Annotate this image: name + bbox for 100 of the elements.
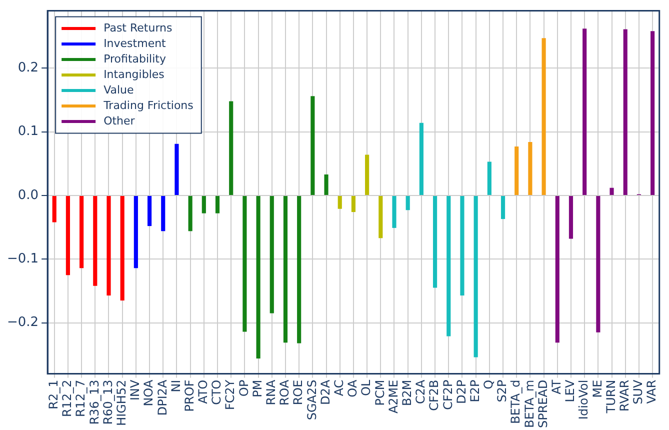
x-tick-label: AC [332,380,346,396]
x-tick-label: HIGH52 [114,380,128,426]
bar [215,196,220,214]
x-tick-label: B2M [400,380,414,406]
x-tick-label: SGA2S [304,380,319,420]
bar [528,142,532,195]
bar [134,196,138,268]
bar [338,196,342,209]
x-tick-label: C2A [414,379,428,404]
bar [568,196,574,239]
y-tick-label: −0.2 [6,315,39,330]
legend-label: Trading Frictions [102,98,194,112]
x-tick-label: E2P [468,380,482,402]
bar [650,31,655,195]
x-tick-label: BETA_m [522,380,536,428]
bar [446,196,451,336]
x-tick-label: AT [550,379,564,394]
bar [229,101,234,195]
bar [120,196,124,301]
x-tick-label: ATO [196,380,210,404]
bar [378,196,383,238]
legend-label: Intangibles [104,68,165,81]
x-tick-label: RVAR [617,380,632,412]
bar [188,196,192,232]
bar [487,162,492,195]
bar [106,196,111,296]
x-tick-label: OP [236,380,251,396]
y-tick-label: −0.1 [6,252,39,267]
x-tick-label: SPREAD [536,380,550,428]
x-tick-label: Q [482,380,496,390]
x-tick-label: IdioVol [576,380,591,420]
bar [596,196,600,332]
x-tick-label: ROA [278,378,292,406]
bar [242,196,247,332]
x-tick-label: CF2P [440,380,455,410]
x-tick-label: PROF [182,380,196,412]
x-tick-label: DPI2A [155,378,170,416]
bar [460,196,464,296]
legend-label: Other [104,114,136,128]
x-tick-label: OA [346,378,360,398]
x-tick-label: R36_13 [87,380,102,425]
x-tick-label: D2A [318,378,332,405]
bar [623,29,628,195]
bar [147,196,152,226]
bar [392,196,396,228]
x-tick-label: PM [250,380,264,398]
x-tick-label: R12_2 [60,380,74,418]
x-tick-label: ME [590,380,604,398]
x-tick-label: SUV [631,378,646,404]
x-tick-label: ROE [291,380,306,406]
bar [80,196,84,268]
x-tick-label: BETA_d [508,380,523,424]
x-tick-label: R2_1 [46,380,60,410]
legend-label: Investment [104,36,167,50]
bar [514,146,519,195]
bar [555,196,560,343]
bar [66,196,70,276]
bar [161,196,166,232]
x-tick-label: LEV [563,378,578,402]
bar [351,196,356,212]
x-tick-label: R60_13 [100,380,115,425]
x-tick-label: R12_7 [74,380,88,418]
x-tick-label: A2ME [386,380,400,414]
bar [406,196,410,210]
legend-label: Past Returns [104,21,172,34]
legend-label: Value [104,83,134,96]
y-tick-label: 0.1 [18,124,39,140]
bar [432,196,438,288]
y-tick-label: 0.2 [18,60,39,76]
bar [324,174,328,195]
bar [365,154,370,195]
bar [310,96,315,195]
bar [419,122,424,195]
bar [297,196,302,344]
x-tick-label: VAR [644,380,659,404]
x-tick-label: NI [168,380,183,392]
x-tick-label: PCM [372,380,387,406]
x-tick-label: D2P [454,380,468,404]
bar [542,38,546,195]
x-tick-label: INV [128,378,142,401]
legend-label: Profitability [104,52,166,66]
bar [93,196,98,286]
bar [202,196,206,214]
bar [500,196,506,220]
bar [256,196,260,358]
x-tick-label: NOA [142,378,156,406]
x-tick-label: FC2Y [223,379,238,410]
x-tick-label: OL [359,379,374,396]
bar [610,188,614,195]
bar [174,144,179,195]
bar [582,28,587,195]
bar [52,196,56,222]
x-tick-label: S2P [495,380,510,402]
x-tick-label: TURN [604,380,618,414]
y-tick-label: 0.0 [18,188,39,203]
x-tick-label: RNA [264,378,278,406]
bar [270,196,274,314]
bar [474,196,478,358]
bar [283,196,288,343]
x-tick-label: CF2B [427,380,442,411]
